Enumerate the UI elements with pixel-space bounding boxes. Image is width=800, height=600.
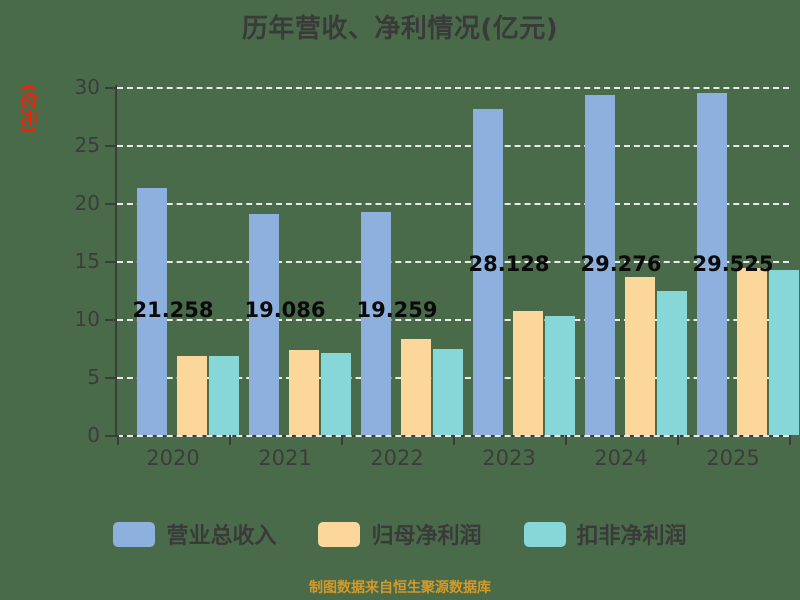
x-tick-mark	[453, 435, 455, 445]
bar-2020-series-0[interactable]	[137, 188, 167, 435]
gridline	[117, 203, 789, 205]
legend-item-0[interactable]: 营业总收入	[113, 518, 276, 550]
y-tick-mark	[105, 377, 116, 379]
y-tick-label: 15	[74, 249, 100, 273]
y-tick-mark	[105, 435, 116, 437]
bar-2021-series-1[interactable]	[289, 350, 319, 435]
legend-label: 归母净利润	[371, 524, 482, 549]
x-tick-mark	[341, 435, 343, 445]
data-label-2022: 19.259	[356, 298, 438, 323]
legend-label: 扣非净利润	[576, 524, 687, 549]
bar-2022-series-0[interactable]	[361, 211, 391, 435]
y-tick-mark	[105, 261, 116, 263]
bar-2025-series-0[interactable]	[697, 92, 727, 435]
bar-2025-series-1[interactable]	[737, 267, 767, 435]
plot-area	[117, 87, 799, 437]
legend-swatch-icon	[523, 521, 566, 547]
x-tick-mark	[565, 435, 567, 445]
bar-2022-series-2[interactable]	[433, 349, 463, 435]
bar-2024-series-1[interactable]	[625, 277, 655, 435]
x-tick-mark	[229, 435, 231, 445]
gridline	[117, 261, 789, 263]
data-label-2020: 21.258	[132, 298, 214, 323]
x-tick-mark	[677, 435, 679, 445]
gridline	[117, 145, 789, 147]
y-tick-label: 25	[74, 133, 100, 157]
bar-2022-series-1[interactable]	[401, 338, 431, 435]
data-label-2021: 19.086	[244, 298, 326, 323]
data-label-2025: 29.525	[692, 251, 774, 276]
bar-2023-series-0[interactable]	[473, 108, 503, 435]
x-tick-label-2023: 2023	[482, 446, 536, 470]
legend-item-2[interactable]: 扣非净利润	[523, 518, 687, 550]
y-tick-mark	[105, 87, 116, 89]
bar-2023-series-2[interactable]	[545, 315, 575, 435]
legend-label: 营业总收入	[166, 524, 277, 549]
y-tick-mark	[105, 203, 116, 205]
chart-title: 历年营收、净利情况(亿元)	[241, 14, 559, 44]
bar-2021-series-0[interactable]	[249, 213, 279, 435]
data-label-2024: 29.276	[580, 251, 662, 276]
data-label-2023: 28.128	[468, 251, 550, 276]
bar-2024-series-0[interactable]	[585, 95, 615, 435]
y-tick-label: 20	[74, 191, 100, 215]
gridline	[117, 87, 789, 89]
y-axis-line	[115, 85, 117, 437]
y-axis-unit-label: (亿元)	[18, 84, 38, 134]
bar-2025-series-2[interactable]	[769, 270, 799, 435]
bar-2023-series-1[interactable]	[513, 310, 543, 435]
legend-item-1[interactable]: 归母净利润	[318, 518, 482, 550]
x-tick-label-2021: 2021	[258, 446, 312, 470]
x-tick-label-2020: 2020	[146, 446, 200, 470]
chart-legend: 营业总收入 归母净利润 扣非净利润	[0, 518, 800, 550]
gridline	[117, 319, 789, 321]
y-tick-label: 5	[87, 365, 100, 389]
x-tick-label-2022: 2022	[370, 446, 424, 470]
y-tick-mark	[105, 145, 116, 147]
x-tick-label-2024: 2024	[594, 446, 648, 470]
bar-2020-series-1[interactable]	[177, 356, 207, 435]
x-tick-label-2025: 2025	[706, 446, 760, 470]
bar-2024-series-2[interactable]	[657, 291, 687, 435]
x-tick-mark	[789, 435, 791, 445]
source-note: 制图数据来自恒生聚源数据库	[309, 580, 491, 596]
legend-swatch-icon	[113, 521, 156, 547]
y-tick-label: 30	[74, 75, 100, 99]
bar-2020-series-2[interactable]	[209, 355, 239, 435]
y-tick-mark	[105, 319, 116, 321]
y-tick-label: 0	[87, 423, 100, 447]
bar-2021-series-2[interactable]	[321, 352, 351, 435]
legend-swatch-icon	[318, 521, 361, 547]
y-tick-label: 10	[74, 307, 100, 331]
x-tick-mark	[117, 435, 119, 445]
